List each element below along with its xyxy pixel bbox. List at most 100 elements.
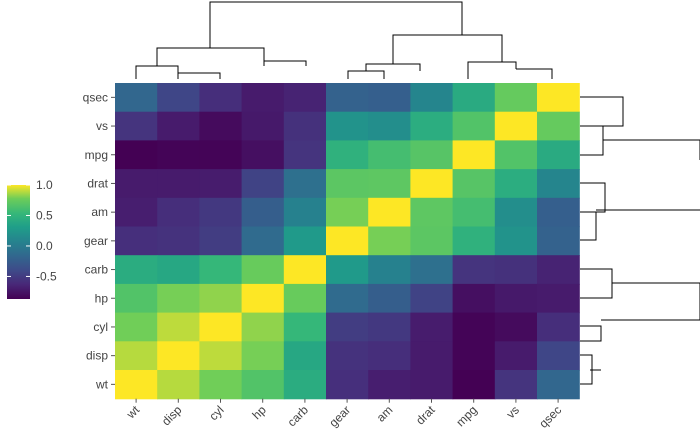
heatmap-cell (452, 226, 496, 256)
heatmap-cell (157, 341, 200, 371)
column-label: drat (413, 402, 438, 427)
heatmap-cell (241, 83, 285, 113)
row-label: wt (95, 377, 109, 391)
heatmap-cell (537, 83, 580, 113)
heatmap-cell (537, 111, 580, 141)
heatmap-cell (368, 140, 411, 170)
column-label: cyl (206, 403, 226, 423)
row-label: am (91, 205, 108, 219)
row-labels: qsec vs mpg drat am gear carb hp cyl disp wt (83, 90, 115, 391)
row-label: carb (85, 263, 109, 277)
column-label: gear (326, 403, 353, 430)
heatmap-cell (241, 255, 285, 285)
heatmap-cell (283, 197, 327, 228)
column-label: mpg (453, 403, 479, 429)
heatmap-cell (241, 111, 285, 141)
row-label: disp (86, 349, 108, 363)
heatmap-cell (452, 197, 496, 228)
heatmap-cell (410, 111, 454, 141)
column-label: disp (159, 403, 185, 429)
heatmap-cell (537, 283, 580, 314)
heatmap-cell (283, 169, 327, 199)
heatmap-cell (241, 370, 285, 400)
heatmap-cell (241, 283, 285, 314)
heatmap-cell (368, 341, 411, 371)
heatmap-cell (115, 111, 158, 141)
heatmap-cell (452, 83, 496, 113)
column-label: carb (285, 403, 312, 430)
column-label: vs (504, 403, 522, 421)
heatmap-cell (537, 169, 580, 199)
heatmap-cell (199, 341, 243, 371)
column-dendrogram (135, 1, 553, 79)
heatmap-cell (368, 255, 411, 285)
heatmap-cell (494, 255, 538, 285)
heatmap-cell (199, 312, 243, 342)
heatmap-cell (368, 370, 411, 400)
heatmap-cell (494, 111, 538, 141)
heatmap-cell (199, 283, 243, 314)
heatmap-cell (368, 111, 411, 141)
heatmap-cell (115, 169, 158, 199)
heatmap-cell (326, 140, 369, 170)
heatmap-cell (452, 140, 496, 170)
heatmap-cell (283, 312, 327, 342)
heatmap-cell (368, 169, 411, 199)
heatmap-cell (368, 197, 411, 228)
heatmap-cell (157, 140, 200, 170)
heatmap-cell (157, 111, 200, 141)
heatmap-cell (115, 226, 158, 256)
heatmap-cell (115, 312, 158, 342)
heatmap-cell (537, 226, 580, 256)
heatmap-cell (199, 169, 243, 199)
heatmap-cell (368, 226, 411, 256)
heatmap-cell (199, 83, 243, 113)
heatmap-cell (199, 111, 243, 141)
heatmap-cell (241, 341, 285, 371)
row-label: mpg (85, 148, 108, 162)
row-label: gear (84, 234, 108, 248)
heatmap-cell (368, 283, 411, 314)
heatmap-cell (115, 255, 158, 285)
column-label: am (374, 403, 396, 425)
heatmap-cell (537, 312, 580, 342)
column-label: qsec (536, 403, 564, 431)
heatmap-cell (494, 370, 538, 400)
heatmap-cell (157, 312, 200, 342)
legend-label: -0.5 (36, 269, 57, 283)
heatmap-cell (241, 140, 285, 170)
heatmap-cell (452, 312, 496, 342)
heatmap-cell (283, 111, 327, 141)
heatmap-cell (452, 370, 496, 400)
heatmap-cell (537, 370, 580, 400)
heatmap-cell (326, 312, 369, 342)
heatmap-cell (326, 169, 369, 199)
heatmap-cell (157, 169, 200, 199)
heatmap-cell (537, 140, 580, 170)
heatmap-cell (115, 83, 158, 113)
row-label: qsec (83, 90, 108, 104)
heatmap-cell (452, 169, 496, 199)
heatmap-cell (283, 255, 327, 285)
legend-colorbar (7, 185, 30, 299)
heatmap-cell (283, 283, 327, 314)
heatmap-cell (326, 197, 369, 228)
heatmap-cell (368, 83, 411, 113)
heatmap-cell (326, 111, 369, 141)
heatmap-cell (410, 255, 454, 285)
heatmap-cell (199, 255, 243, 285)
heatmap-cells (115, 83, 580, 400)
heatmap-cell (410, 370, 454, 400)
heatmap-cell (326, 370, 369, 400)
heatmap-cell (157, 283, 200, 314)
heatmap-cell (494, 197, 538, 228)
heatmap-cell (537, 197, 580, 228)
row-label: cyl (93, 320, 108, 334)
heatmap-cell (157, 370, 200, 400)
heatmap-cell (537, 255, 580, 285)
column-labels: wt disp cyl hp carb gear am drat mpg vs qsec (123, 398, 564, 431)
heatmap-cell (199, 197, 243, 228)
heatmap-cell (326, 255, 369, 285)
heatmap-cell (115, 283, 158, 314)
